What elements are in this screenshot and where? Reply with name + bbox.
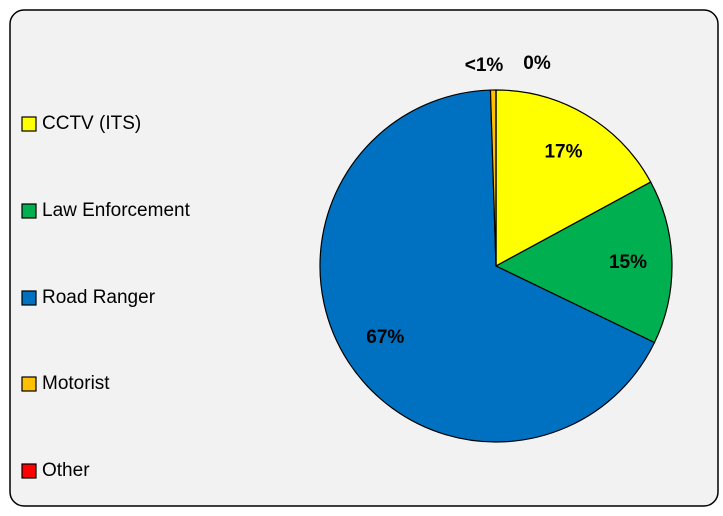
data-label: <1%: [465, 55, 504, 76]
pie-slice: [319, 89, 656, 443]
legend-label: Road Ranger: [42, 287, 156, 308]
legend-label: Other: [42, 460, 90, 481]
data-label: 67%: [366, 327, 404, 348]
legend-swatch: [21, 203, 37, 219]
data-label: 15%: [609, 252, 647, 273]
legend-swatch: [21, 290, 37, 306]
legend-swatch: [21, 116, 37, 132]
legend-swatch: [21, 376, 37, 392]
pie-slice: [495, 89, 652, 268]
pie-slice: [494, 181, 673, 344]
legend-label: Law Enforcement: [42, 200, 191, 221]
legend-swatch: [21, 463, 37, 479]
data-label: 0%: [523, 53, 551, 74]
data-label: 17%: [544, 142, 582, 163]
legend-label: Motorist: [42, 373, 110, 394]
legend-label: CCTV (ITS): [42, 113, 141, 134]
